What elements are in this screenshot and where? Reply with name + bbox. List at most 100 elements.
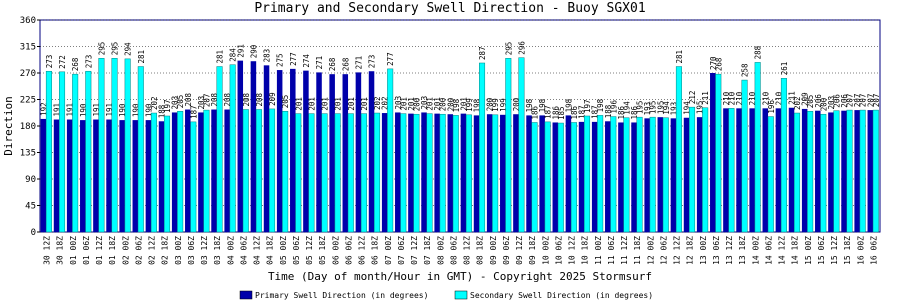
bar — [767, 116, 774, 233]
x-tick-label: 06 18Z — [371, 236, 380, 265]
value-label: 201 — [307, 97, 316, 111]
value-label: 207 — [859, 94, 868, 108]
bar — [124, 58, 131, 233]
value-label: 198 — [525, 98, 534, 112]
x-tick-label: 10 12Z — [568, 236, 577, 265]
value-label: 201 — [399, 97, 408, 111]
bar — [618, 122, 624, 232]
x-tick-label: 09 06Z — [502, 236, 511, 265]
x-tick-label: 03 00Z — [174, 236, 183, 265]
x-tick-label: 30 12Z — [43, 236, 52, 265]
value-label: 199 — [499, 98, 508, 112]
value-label: 207 — [872, 94, 881, 108]
bar — [185, 109, 191, 232]
bar — [211, 109, 217, 232]
x-tick-label: 09 12Z — [515, 236, 524, 265]
bar — [565, 115, 572, 232]
value-label: 212 — [688, 91, 697, 105]
bar — [833, 110, 840, 233]
bar — [749, 108, 755, 232]
bar — [85, 70, 92, 233]
value-label: 206 — [840, 94, 849, 108]
bar — [137, 66, 144, 233]
x-tick-label: 07 18Z — [423, 236, 432, 265]
x-tick-label: 05 06Z — [292, 236, 301, 265]
value-label: 195 — [649, 101, 658, 115]
x-tick-label: 06 06Z — [344, 236, 353, 265]
x-tick-label: 14 06Z — [764, 236, 773, 265]
bar — [408, 113, 414, 232]
x-tick-label: 05 00Z — [279, 236, 288, 265]
bar — [828, 112, 834, 232]
x-tick-label: 08 12Z — [463, 236, 472, 265]
bar — [374, 112, 381, 233]
value-label: 195 — [656, 101, 665, 115]
bar — [486, 114, 493, 232]
bar — [702, 107, 709, 233]
bar — [360, 113, 367, 233]
bar — [387, 68, 394, 233]
x-tick-label: 04 18Z — [266, 236, 275, 265]
bar — [40, 118, 47, 232]
bar — [762, 108, 769, 232]
value-label: 211 — [701, 91, 710, 105]
bar — [53, 119, 60, 232]
bar — [303, 70, 309, 233]
bar — [93, 119, 99, 232]
bar — [841, 110, 847, 232]
value-label: 191 — [105, 103, 114, 117]
value-label: 208 — [210, 92, 219, 106]
bar — [675, 66, 682, 233]
value-label: 187 — [578, 105, 587, 119]
value-label: 198 — [538, 98, 547, 112]
x-tick-label: 02 18Z — [161, 236, 170, 265]
value-label: 185 — [557, 107, 566, 121]
value-label: 210 — [761, 91, 770, 105]
value-label: 281 — [675, 50, 684, 64]
y-tick-label: 225 — [20, 96, 36, 106]
bar — [801, 108, 808, 232]
bar — [290, 68, 296, 232]
value-label: 186 — [531, 105, 540, 119]
bar — [780, 78, 787, 233]
x-tick-label: 13 00Z — [699, 236, 708, 265]
bar — [715, 73, 722, 233]
bar — [250, 61, 257, 232]
value-label: 202 — [373, 96, 382, 110]
value-label: 187 — [544, 105, 553, 119]
bar — [465, 114, 472, 233]
value-label: 186 — [617, 105, 626, 119]
value-label: 288 — [754, 45, 763, 59]
bar — [190, 121, 197, 233]
value-label: 194 — [622, 101, 631, 115]
value-label: 201 — [433, 97, 442, 111]
value-label: 201 — [321, 97, 330, 111]
bar — [815, 110, 821, 232]
value-label: 198 — [452, 98, 461, 112]
bar — [689, 106, 696, 233]
value-label: 188 — [604, 104, 613, 118]
bar — [164, 115, 171, 233]
value-label: 203 — [197, 96, 206, 110]
value-label: 208 — [184, 92, 193, 106]
bar — [597, 115, 604, 233]
bar — [578, 121, 585, 232]
bar — [526, 115, 532, 232]
bar — [334, 113, 341, 233]
bar — [623, 117, 630, 233]
x-tick-label: 04 00Z — [226, 236, 235, 265]
bar — [539, 115, 545, 232]
x-tick-label: 04 06Z — [239, 236, 248, 265]
value-label: 295 — [97, 42, 106, 56]
bar — [591, 121, 598, 232]
value-label: 193 — [669, 102, 678, 116]
value-label: 203 — [394, 96, 403, 110]
value-label: 208 — [255, 92, 264, 106]
value-label: 199 — [465, 98, 474, 112]
x-tick-label: 12 06Z — [659, 236, 668, 265]
value-label: 258 — [741, 63, 750, 77]
bar — [321, 113, 328, 233]
bar — [66, 119, 73, 232]
bar — [413, 113, 420, 233]
bar — [460, 113, 467, 232]
